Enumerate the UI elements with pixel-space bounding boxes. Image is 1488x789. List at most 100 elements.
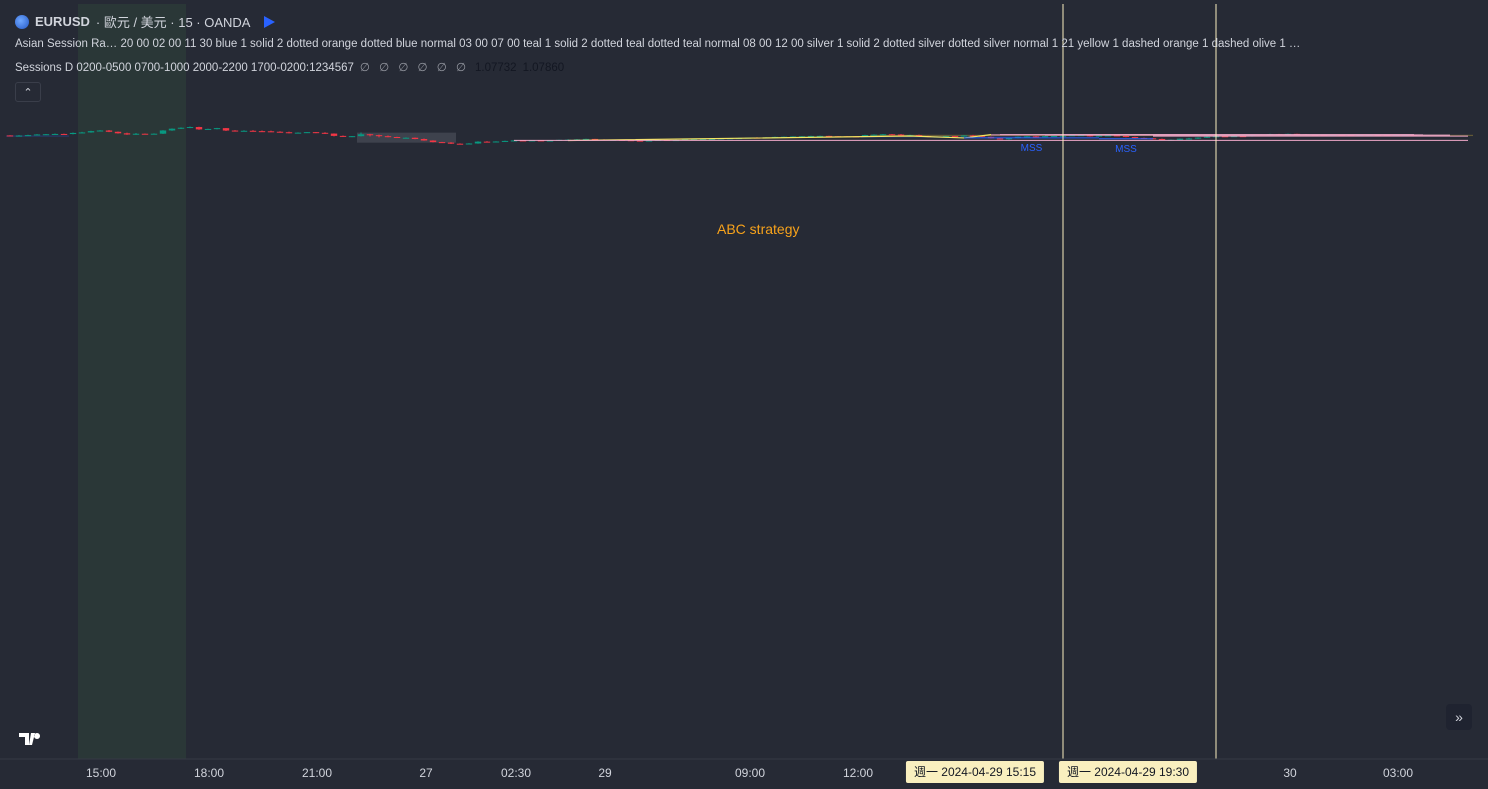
candle-body xyxy=(492,141,500,143)
candle-body xyxy=(87,131,95,133)
candle-body xyxy=(510,140,518,142)
abc-zigzag-line xyxy=(567,134,992,142)
x-axis-label: 02:30 xyxy=(500,766,532,780)
candle-body xyxy=(195,127,203,130)
candle-body xyxy=(870,134,878,136)
candle-body xyxy=(204,128,212,130)
candle-body xyxy=(1095,135,1103,137)
candle-body xyxy=(303,132,311,134)
symbol-name[interactable]: EURUSD xyxy=(35,14,90,29)
candle-body xyxy=(915,135,923,137)
x-axis-label: 18:00 xyxy=(193,766,225,780)
globe-icon xyxy=(15,14,29,29)
candle-body xyxy=(159,130,167,134)
candle-body xyxy=(582,138,590,140)
x-axis-label: 12:00 xyxy=(842,766,874,780)
collapse-button[interactable]: ⌃ xyxy=(15,82,41,102)
candle-body xyxy=(294,132,302,134)
symbol-title: EURUSD · 歐元 / 美元 · 15 · OANDA xyxy=(15,12,276,31)
candle-body xyxy=(168,128,176,131)
candle-body xyxy=(132,133,140,135)
candle-body xyxy=(339,135,347,137)
candle-body xyxy=(636,140,644,142)
candle-body xyxy=(51,133,59,135)
candle-body xyxy=(645,140,653,142)
candle-body xyxy=(402,137,410,139)
indicator-value-1: 1.07732 xyxy=(474,62,517,74)
x-axis-label: 03:00 xyxy=(1382,766,1414,780)
indicator-sessions[interactable]: Sessions D 0200-0500 0700-1000 2000-2200… xyxy=(15,60,564,74)
candle-body xyxy=(438,142,446,144)
candle-body xyxy=(312,132,320,134)
candle-body xyxy=(1158,138,1166,141)
candle-body xyxy=(375,135,383,137)
candle-body xyxy=(1185,138,1193,140)
candle-body xyxy=(708,138,716,140)
flag-icon[interactable] xyxy=(264,15,276,28)
candle-body xyxy=(24,135,32,137)
candle-body xyxy=(1194,137,1202,139)
candle-body xyxy=(1014,136,1022,138)
candle-body xyxy=(420,138,428,141)
crosshair-label-2: 週一 2024-04-29 19:30 xyxy=(1058,761,1198,783)
candle-body xyxy=(960,135,968,137)
candle-body xyxy=(384,136,392,138)
candle-body xyxy=(1131,137,1139,139)
tradingview-logo-icon xyxy=(19,733,41,745)
candle-body xyxy=(897,134,905,136)
candle-body xyxy=(1221,136,1229,138)
candle-body xyxy=(6,135,14,137)
candle-body xyxy=(465,143,473,145)
candle-body xyxy=(483,141,491,143)
candle-body xyxy=(816,135,824,137)
candle-body xyxy=(114,131,122,134)
session-shading xyxy=(6,4,1473,759)
candle-body xyxy=(96,130,104,132)
candle-body xyxy=(879,134,887,136)
candle-body xyxy=(1122,136,1130,138)
candle-body xyxy=(186,127,194,129)
candle-body xyxy=(1113,135,1121,137)
candle-body xyxy=(15,135,23,137)
x-axis-label: 09:00 xyxy=(734,766,766,780)
candle-body xyxy=(330,133,338,136)
scroll-right-button[interactable]: » xyxy=(1446,704,1472,730)
indicator-session-range[interactable]: Asian Session Ra… 20 00 02 00 11 30 blue… xyxy=(15,38,1301,50)
candle-body xyxy=(807,135,815,137)
candle-body xyxy=(888,134,896,136)
drawings: MSS MSS xyxy=(514,4,1468,759)
candle-body xyxy=(285,132,293,134)
abc-strategy-label: ABC strategy xyxy=(717,221,800,237)
candle-body xyxy=(357,134,365,137)
candle-body xyxy=(213,128,221,130)
candle-body xyxy=(546,140,554,142)
candle-body xyxy=(456,143,464,145)
candle-body xyxy=(537,140,545,142)
candle-body xyxy=(798,136,806,138)
candle-body xyxy=(78,132,86,134)
crosshair-label-1: 週一 2024-04-29 15:15 xyxy=(905,761,1045,783)
candle-body xyxy=(222,128,230,131)
candle-body xyxy=(42,134,50,136)
candle-body xyxy=(591,138,599,140)
candle-body xyxy=(1041,136,1049,138)
candle-body xyxy=(861,135,869,137)
x-axis-label: 21:00 xyxy=(301,766,333,780)
candle-body xyxy=(996,138,1004,140)
x-axis-label: 30 xyxy=(1283,766,1297,780)
candle-body xyxy=(348,136,356,138)
candle-body xyxy=(969,135,977,137)
candle-body xyxy=(33,134,41,136)
mss-label: MSS xyxy=(1115,144,1137,155)
candle-body xyxy=(249,130,257,132)
mss-label: MSS xyxy=(1021,143,1043,154)
candle-body xyxy=(240,130,248,132)
indicator-null-values: ∅ ∅ ∅ ∅ ∅ ∅ xyxy=(359,62,469,74)
candle-body xyxy=(1077,135,1085,137)
candle-body xyxy=(501,140,509,142)
x-axis-label: 27 xyxy=(419,766,433,780)
candle-body xyxy=(1239,136,1247,138)
indicator-value-2: 1.07860 xyxy=(522,62,565,74)
session-box xyxy=(6,135,69,138)
